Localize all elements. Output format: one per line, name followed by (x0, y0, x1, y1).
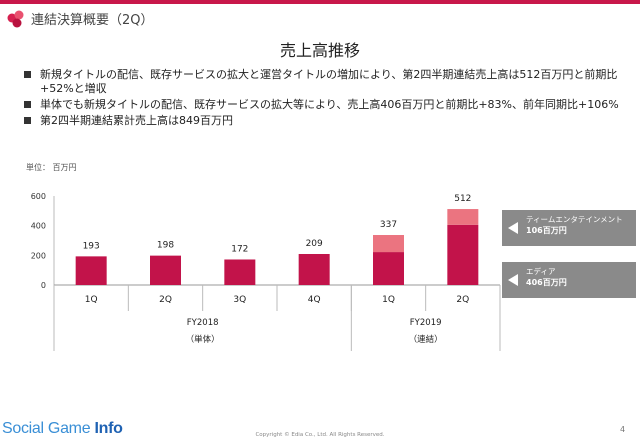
bar-segment (150, 255, 181, 285)
top-accent-bar (0, 0, 640, 4)
bar-segment (447, 209, 479, 225)
bullet-text: 単体でも新規タイトルの配信、既存サービスの拡大等により、売上高406百万円と前期… (40, 98, 619, 111)
data-label: 209 (306, 239, 323, 249)
bullet-item: 新規タイトルの配信、既存サービスの拡大と運営タイトルの増加により、第2四半期連結… (22, 68, 622, 96)
bar-segment (75, 256, 107, 285)
group-sublabel: （単体） (186, 334, 220, 345)
group-sublabel: （連結） (409, 334, 443, 345)
callout-edia: エディア 406百万円 (502, 262, 636, 298)
category-label: 2Q (456, 295, 469, 305)
callout-team-entertainment: ティームエンタテインメント 106百万円 (502, 210, 636, 246)
y-tick-label: 600 (31, 192, 46, 201)
callout-value: 406百万円 (526, 278, 567, 287)
callout-arrow-icon (508, 274, 518, 286)
bullet-list: 新規タイトルの配信、既存サービスの拡大と運営タイトルの増加により、第2四半期連結… (22, 68, 622, 130)
bar-segment (298, 253, 330, 285)
data-label: 193 (83, 241, 100, 251)
bar-segment (224, 259, 256, 285)
data-label: 337 (380, 220, 397, 230)
group-label: FY2018 (187, 318, 219, 328)
unit-label: 単位： 百万円 (26, 163, 77, 172)
y-tick-label: 400 (31, 222, 46, 231)
bar-segment (373, 235, 404, 253)
y-tick-label: 0 (41, 281, 46, 290)
category-label: 1Q (382, 295, 395, 305)
bar-segment (373, 252, 404, 285)
footer-logo-text: Social Game (2, 420, 95, 437)
category-label: 1Q (85, 295, 98, 305)
group-label: FY2019 (410, 318, 442, 328)
bullet-square-icon (24, 101, 31, 108)
bullet-text: 新規タイトルの配信、既存サービスの拡大と運営タイトルの増加により、第2四半期連結… (40, 68, 618, 95)
page-number: 4 (620, 425, 626, 434)
data-label: 198 (157, 241, 174, 251)
category-label: 4Q (308, 295, 321, 305)
category-label: 3Q (233, 295, 246, 305)
footer-logo-emphasis: Info (94, 420, 123, 437)
company-logo-icon (7, 10, 24, 28)
y-tick-label: 200 (31, 251, 46, 260)
category-label: 2Q (159, 295, 172, 305)
callout-value: 106百万円 (526, 226, 567, 235)
bullet-square-icon (24, 71, 31, 78)
bullet-item: 第2四半期連結累計売上高は849百万円 (22, 114, 622, 128)
header-title: 連結決算概要（2Q） (31, 13, 154, 28)
data-label: 512 (454, 194, 471, 204)
callout-arrow-icon (508, 222, 518, 234)
bullet-item: 単体でも新規タイトルの配信、既存サービスの拡大等により、売上高406百万円と前期… (22, 98, 622, 112)
bullet-text: 第2四半期連結累計売上高は849百万円 (40, 114, 233, 127)
data-label: 172 (231, 244, 248, 254)
callout-label: ティームエンタテインメント (526, 215, 623, 224)
callout-label: エディア (526, 267, 556, 276)
page-title: 売上高推移 (279, 41, 360, 60)
bar-segment (447, 224, 479, 285)
copyright: Copyright © Edia Co., Ltd. All Rights Re… (255, 432, 385, 438)
footer-logo: Social Game Info (2, 420, 123, 438)
bullet-square-icon (24, 117, 31, 124)
